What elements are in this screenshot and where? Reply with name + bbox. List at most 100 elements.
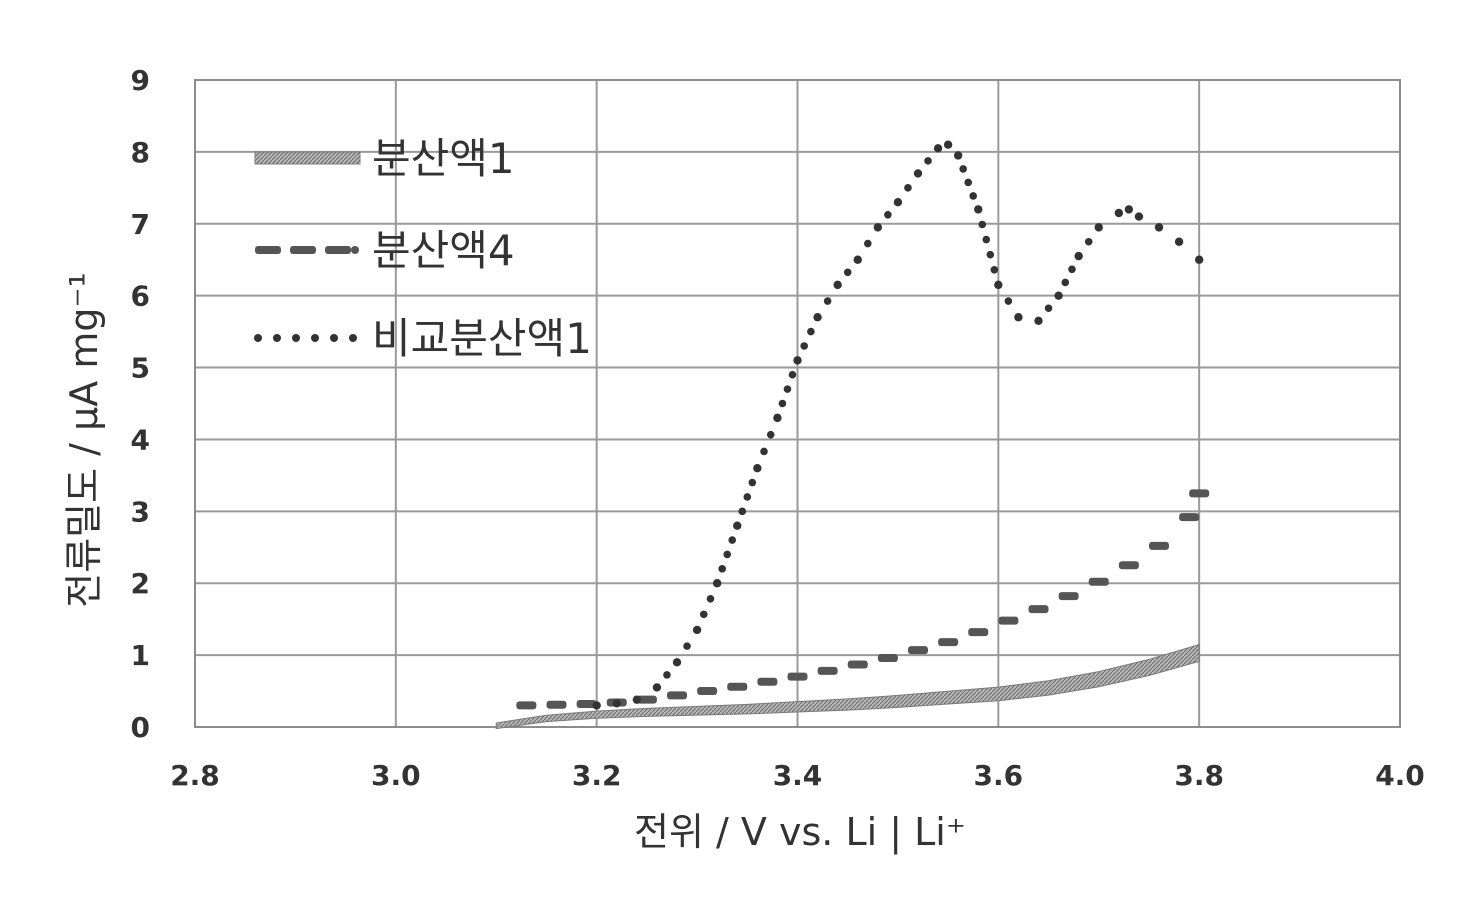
series-1: [496, 645, 1199, 729]
data-point: [854, 256, 862, 264]
data-point: [773, 414, 781, 422]
data-point: [938, 638, 958, 646]
data-point: [697, 687, 717, 695]
legend-swatch-3: [254, 334, 357, 342]
legend-swatch-1: [255, 152, 360, 164]
data-point: [914, 169, 922, 177]
data-point: [968, 628, 988, 636]
series-dot: [987, 251, 995, 259]
data-point: [998, 617, 1018, 625]
y-tick-label: 4: [131, 423, 150, 456]
series-dot: [969, 192, 977, 200]
series-dot: [978, 221, 986, 229]
series-dot: [760, 448, 768, 456]
legend-label-1: 분산액1: [372, 134, 515, 183]
series-dot: [964, 179, 972, 187]
series-dot: [707, 595, 715, 603]
series-dot: [924, 157, 932, 165]
x-tick-label: 2.8: [170, 759, 220, 792]
series-dot: [800, 342, 808, 350]
series-dot: [728, 536, 736, 544]
legend-label-3: 비교분산액1: [372, 314, 592, 363]
series-dot: [683, 642, 691, 650]
y-tick-label: 9: [131, 64, 150, 97]
series-dot: [784, 385, 792, 393]
series-dot: [738, 508, 746, 516]
y-tick-label: 1: [131, 639, 150, 672]
legend: 분산액1 분산액4 비교분산액1: [254, 134, 592, 363]
data-point: [934, 144, 942, 152]
x-tick-label: 3.6: [974, 759, 1024, 792]
data-point: [1195, 256, 1203, 264]
series-dot: [807, 328, 815, 336]
data-point: [673, 658, 681, 666]
data-point: [753, 464, 761, 472]
data-point: [693, 626, 701, 634]
series-dot: [844, 269, 852, 277]
series-dot: [1061, 279, 1069, 287]
data-point: [653, 683, 661, 691]
data-point: [1189, 489, 1209, 497]
data-point: [1054, 291, 1062, 299]
data-point: [1125, 205, 1133, 213]
data-point: [713, 579, 721, 587]
series-dot: [743, 493, 751, 501]
series-dot: [1045, 304, 1053, 312]
series-dot: [884, 211, 892, 219]
series-3: [592, 141, 1203, 710]
series-dot: [1085, 238, 1093, 246]
data-point: [1095, 223, 1103, 231]
data-point: [818, 667, 838, 675]
y-tick-labels: 0123456789: [131, 64, 150, 744]
data-point: [727, 683, 747, 691]
x-tick-label: 4.0: [1375, 759, 1425, 792]
data-point: [994, 281, 1002, 289]
data-point: [1089, 578, 1109, 586]
x-tick-label: 3.0: [371, 759, 421, 792]
series-dot: [767, 431, 775, 439]
data-point: [633, 695, 641, 703]
data-point: [1149, 542, 1169, 550]
x-tick-label: 3.8: [1174, 759, 1224, 792]
data-point: [848, 660, 868, 668]
y-tick-label: 6: [131, 280, 150, 313]
y-tick-label: 3: [131, 495, 150, 528]
data-point: [833, 281, 841, 289]
data-point: [667, 691, 687, 699]
data-point: [813, 313, 821, 321]
series-dot: [718, 565, 726, 573]
x-tick-labels: 2.8 3.0 3.2 3.4 3.6 3.8 4.0: [170, 759, 1425, 792]
series-dot: [789, 371, 797, 379]
data-point: [1155, 223, 1163, 231]
data-point: [1175, 238, 1183, 246]
y-axis-title: 전류밀도 / μA mg⁻¹: [62, 272, 106, 607]
data-point: [974, 205, 982, 213]
series-dot: [723, 551, 731, 559]
x-tick-label: 3.2: [572, 759, 622, 792]
data-point: [1074, 252, 1082, 260]
y-tick-label: 5: [131, 352, 150, 385]
series-dot: [700, 611, 708, 619]
x-axis-title: 전위 / V vs. Li | Li⁺: [634, 810, 966, 855]
legend-label-2: 분산액4: [372, 226, 515, 275]
series-dot: [959, 165, 967, 173]
data-point: [878, 654, 898, 662]
series-dot: [1005, 297, 1013, 305]
x-tick-label: 3.4: [773, 759, 823, 792]
series-dot: [824, 297, 832, 305]
data-point: [1029, 605, 1049, 613]
data-point: [1135, 212, 1143, 220]
data-point: [908, 646, 928, 654]
data-point: [894, 198, 902, 206]
data-point: [592, 701, 600, 709]
series-dot: [779, 400, 787, 408]
series-dot: [1068, 266, 1076, 274]
series-dot: [864, 240, 872, 248]
data-point: [954, 151, 962, 159]
data-point: [793, 356, 801, 364]
data-point: [516, 701, 536, 709]
series-dot: [982, 236, 990, 244]
series-dot: [904, 184, 912, 192]
data-point: [1119, 561, 1139, 569]
